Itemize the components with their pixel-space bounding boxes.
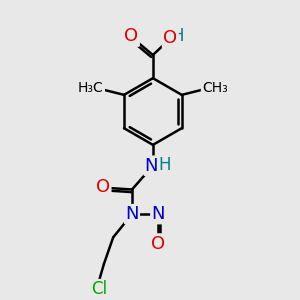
Text: N: N xyxy=(125,205,139,223)
Text: N: N xyxy=(152,205,165,223)
Text: H₃C: H₃C xyxy=(78,81,104,95)
Text: O: O xyxy=(96,178,110,196)
Text: H: H xyxy=(172,28,184,46)
Text: O: O xyxy=(163,29,177,47)
Text: CH₃: CH₃ xyxy=(202,81,228,95)
Text: H: H xyxy=(159,156,171,174)
Text: N: N xyxy=(145,157,158,175)
Text: O: O xyxy=(124,28,139,46)
Text: O: O xyxy=(151,235,165,253)
Text: Cl: Cl xyxy=(91,280,107,298)
